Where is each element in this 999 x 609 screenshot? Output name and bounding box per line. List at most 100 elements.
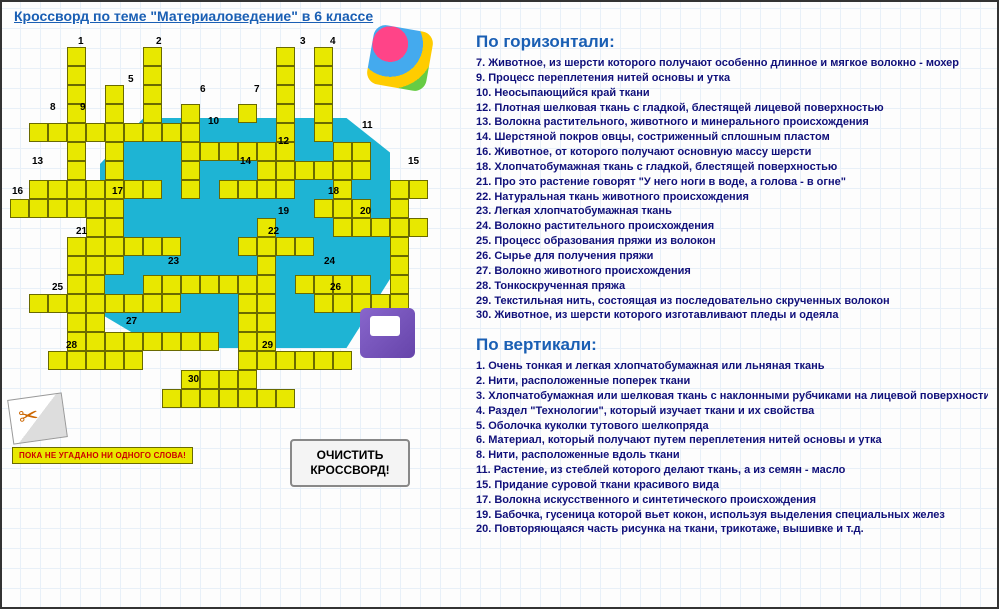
- cell[interactable]: [105, 142, 124, 161]
- cell[interactable]: [86, 237, 105, 256]
- crossword-grid[interactable]: 1234567891011121314151617181920212223242…: [10, 28, 460, 398]
- cell[interactable]: [409, 180, 428, 199]
- cell[interactable]: [124, 237, 143, 256]
- cell[interactable]: [257, 389, 276, 408]
- cell[interactable]: [219, 142, 238, 161]
- cell[interactable]: [67, 123, 86, 142]
- cell[interactable]: [295, 161, 314, 180]
- cell[interactable]: [143, 47, 162, 66]
- cell[interactable]: [276, 66, 295, 85]
- cell[interactable]: [200, 370, 219, 389]
- cell[interactable]: [200, 142, 219, 161]
- cell[interactable]: [48, 294, 67, 313]
- cell[interactable]: [276, 237, 295, 256]
- cell[interactable]: [67, 237, 86, 256]
- cell[interactable]: [67, 161, 86, 180]
- cell[interactable]: [295, 351, 314, 370]
- cell[interactable]: [333, 294, 352, 313]
- cell[interactable]: [238, 180, 257, 199]
- cell[interactable]: [257, 351, 276, 370]
- cell[interactable]: [200, 332, 219, 351]
- cell[interactable]: [181, 142, 200, 161]
- cell[interactable]: [238, 294, 257, 313]
- clear-button[interactable]: ОЧИСТИТЬ КРОССВОРД!: [290, 439, 410, 487]
- cell[interactable]: [276, 180, 295, 199]
- cell[interactable]: [219, 275, 238, 294]
- cell[interactable]: [143, 332, 162, 351]
- cell[interactable]: [181, 123, 200, 142]
- cell[interactable]: [162, 389, 181, 408]
- cell[interactable]: [352, 142, 371, 161]
- cell[interactable]: [124, 294, 143, 313]
- cell[interactable]: [67, 199, 86, 218]
- cell[interactable]: [105, 256, 124, 275]
- cell[interactable]: [105, 237, 124, 256]
- cell[interactable]: [314, 351, 333, 370]
- cell[interactable]: [48, 351, 67, 370]
- cell[interactable]: [390, 180, 409, 199]
- cell[interactable]: [105, 218, 124, 237]
- cell[interactable]: [124, 180, 143, 199]
- cell[interactable]: [200, 275, 219, 294]
- cell[interactable]: [162, 237, 181, 256]
- cell[interactable]: [29, 123, 48, 142]
- cell[interactable]: [124, 332, 143, 351]
- cell[interactable]: [238, 370, 257, 389]
- cell[interactable]: [10, 199, 29, 218]
- cell[interactable]: [333, 351, 352, 370]
- cell[interactable]: [333, 161, 352, 180]
- cell[interactable]: [162, 294, 181, 313]
- cell[interactable]: [238, 237, 257, 256]
- cell[interactable]: [276, 161, 295, 180]
- cell[interactable]: [105, 161, 124, 180]
- cell[interactable]: [67, 275, 86, 294]
- cell[interactable]: [143, 237, 162, 256]
- cell[interactable]: [48, 199, 67, 218]
- cell[interactable]: [181, 161, 200, 180]
- cell[interactable]: [29, 180, 48, 199]
- cell[interactable]: [86, 199, 105, 218]
- cell[interactable]: [105, 85, 124, 104]
- cell[interactable]: [143, 294, 162, 313]
- cell[interactable]: [333, 142, 352, 161]
- cell[interactable]: [105, 199, 124, 218]
- cell[interactable]: [257, 256, 276, 275]
- cell[interactable]: [67, 47, 86, 66]
- cell[interactable]: [86, 313, 105, 332]
- cell[interactable]: [143, 85, 162, 104]
- cell[interactable]: [276, 351, 295, 370]
- cell[interactable]: [219, 370, 238, 389]
- cell[interactable]: [238, 313, 257, 332]
- cell[interactable]: [276, 104, 295, 123]
- cell[interactable]: [238, 104, 257, 123]
- cell[interactable]: [162, 275, 181, 294]
- cell[interactable]: [276, 389, 295, 408]
- cell[interactable]: [257, 294, 276, 313]
- cell[interactable]: [371, 218, 390, 237]
- cell[interactable]: [276, 47, 295, 66]
- cell[interactable]: [409, 218, 428, 237]
- cell[interactable]: [143, 123, 162, 142]
- cell[interactable]: [295, 237, 314, 256]
- cell[interactable]: [67, 313, 86, 332]
- cell[interactable]: [390, 199, 409, 218]
- cell[interactable]: [333, 218, 352, 237]
- cell[interactable]: [238, 332, 257, 351]
- cell[interactable]: [181, 332, 200, 351]
- cell[interactable]: [352, 218, 371, 237]
- cell[interactable]: [86, 123, 105, 142]
- cell[interactable]: [86, 218, 105, 237]
- cell[interactable]: [257, 275, 276, 294]
- cell[interactable]: [105, 351, 124, 370]
- cell[interactable]: [86, 294, 105, 313]
- cell[interactable]: [257, 237, 276, 256]
- cell[interactable]: [86, 256, 105, 275]
- cell[interactable]: [86, 180, 105, 199]
- cell[interactable]: [181, 389, 200, 408]
- cell[interactable]: [238, 389, 257, 408]
- cell[interactable]: [67, 180, 86, 199]
- cell[interactable]: [257, 142, 276, 161]
- cell[interactable]: [143, 66, 162, 85]
- cell[interactable]: [162, 123, 181, 142]
- cell[interactable]: [143, 104, 162, 123]
